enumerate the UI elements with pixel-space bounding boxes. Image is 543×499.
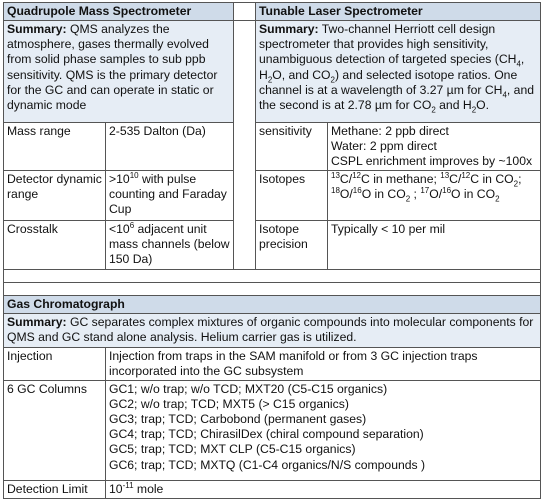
mass-range-value: 2-535 Dalton (Da) bbox=[105, 122, 234, 171]
instrument-table: Quadrupole Mass Spectrometer Tunable Las… bbox=[3, 2, 541, 499]
sensitivity-value: Methane: 2 ppb direct Water: 2 ppm direct… bbox=[327, 122, 541, 171]
sensitivity-label: sensitivity bbox=[255, 122, 328, 171]
column-spacer bbox=[234, 170, 256, 220]
column-spacer bbox=[234, 123, 256, 171]
isotopes-value: 13C/12C in methane; 13C/12C in CO2; 18O/1… bbox=[327, 169, 541, 221]
gc-summary-text: GC separates complex mixtures of organic… bbox=[7, 314, 534, 344]
qms-summary-text: QMS analyzes the atmosphere, gases therm… bbox=[7, 22, 218, 113]
injection-label: Injection bbox=[3, 346, 106, 381]
crosstalk-value: <106 adjacent unit mass channels (below … bbox=[105, 219, 234, 270]
detector-range-value: >1010 with pulse counting and Faraday Cu… bbox=[105, 169, 234, 221]
list-item: GC6; trap; TCD; MXTQ (C1-C4 organics/N/S… bbox=[109, 457, 426, 472]
detection-value: 10-11 mole bbox=[105, 479, 541, 499]
list-item: GC5; trap; TCD; MXT CLP (C5-C15 organics… bbox=[109, 442, 356, 457]
qms-summary: Summary: QMS analyzes the atmosphere, ga… bbox=[3, 20, 234, 123]
column-spacer bbox=[233, 220, 256, 270]
column-spacer bbox=[233, 2, 256, 21]
injection-value: Injection from traps in the SAM manifold… bbox=[105, 346, 541, 381]
tls-summary-label: Summary: bbox=[259, 22, 319, 36]
qms-title: Quadrupole Mass Spectrometer bbox=[3, 2, 234, 21]
gc-title: Gas Chromatograph bbox=[3, 294, 541, 314]
column-spacer bbox=[234, 21, 256, 123]
columns-list: GC1; w/o trap; w/o TCD; MXT20 (C5-C15 or… bbox=[105, 379, 541, 481]
tls-summary: Summary: Two-channel Herriott cell desig… bbox=[255, 20, 541, 123]
tls-title: Tunable Laser Spectrometer bbox=[255, 2, 541, 21]
list-item: GC1; w/o trap; w/o TCD; MXT20 (C5-C15 or… bbox=[109, 381, 388, 396]
gc-summary: Summary: GC separates complex mixtures o… bbox=[3, 312, 541, 348]
columns-label: 6 GC Columns bbox=[3, 379, 106, 481]
gc-summary-label: Summary: bbox=[7, 314, 67, 329]
table-divider bbox=[3, 281, 541, 296]
precision-value: Typically < 10 per mil bbox=[327, 219, 541, 270]
table-divider bbox=[3, 268, 541, 283]
crosstalk-label: Crosstalk bbox=[3, 219, 106, 270]
list-item: GC4; trap; TCD; ChirasilDex (chiral comp… bbox=[109, 427, 424, 442]
isotopes-label: Isotopes bbox=[255, 169, 328, 221]
detector-range-label: Detector dynamic range bbox=[3, 169, 106, 221]
detection-label: Detection Limit bbox=[3, 479, 106, 499]
qms-summary-label: Summary: bbox=[7, 22, 67, 36]
precision-label: Isotope precision bbox=[255, 219, 328, 270]
list-item: GC2; w/o trap; TCD; MXT5 (> C15 organics… bbox=[109, 396, 349, 411]
list-item: GC3; trap; TCD; Carbobond (permanent gas… bbox=[109, 412, 367, 427]
mass-range-label: Mass range bbox=[3, 122, 106, 171]
